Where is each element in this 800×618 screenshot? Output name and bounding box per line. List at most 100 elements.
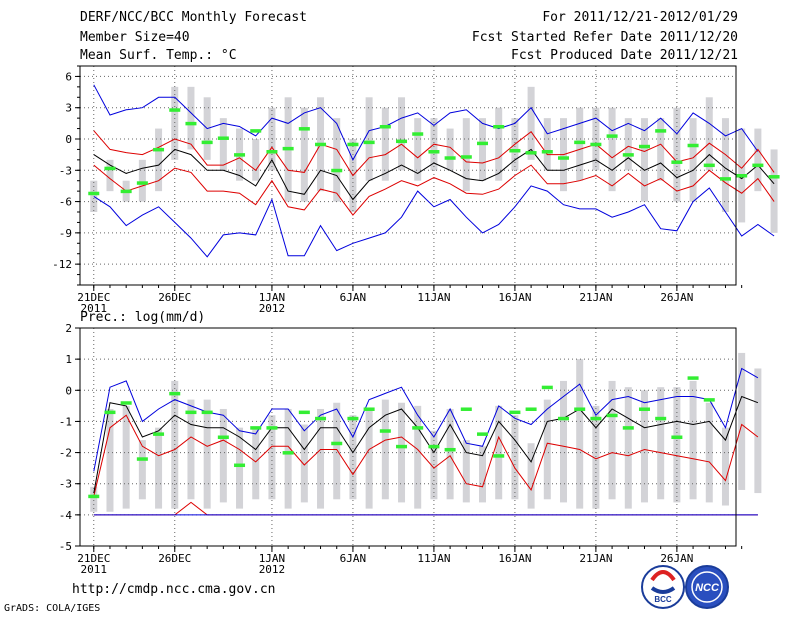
panel2-frame [79, 327, 737, 547]
footer-url[interactable]: http://cmdp.ncc.cma.gov.cn [72, 582, 276, 597]
panel1-spread-bar [576, 107, 584, 181]
panel1-observed-mark [120, 189, 132, 194]
temp-panel-label: Mean Surf. Temp.: °C [80, 48, 237, 63]
panel1-observed-mark [88, 191, 100, 196]
panel1-spread-bar [414, 118, 422, 181]
panel1-spread-bar [90, 180, 98, 212]
panel2-observed-mark [266, 426, 278, 430]
panel2-observed-mark [687, 376, 699, 380]
panel2-observed-mark [557, 416, 569, 421]
panel2-observed-mark [136, 457, 148, 461]
panel1-spread-bar [527, 86, 535, 160]
panel1-spread-bar [479, 118, 487, 181]
panel1-spread-bar [705, 97, 713, 171]
panel1-observed-mark [541, 150, 553, 154]
panel1-spread-bar [365, 97, 373, 181]
panel2-ytick-label: -5 [59, 540, 72, 553]
panel1-ytick-label: 6 [65, 70, 72, 83]
panel2-observed-mark [250, 426, 262, 430]
panel2-observed-mark [525, 407, 537, 411]
panel1-observed-mark [282, 146, 294, 151]
prec-panel-label: Prec.: log(mm/d) [80, 310, 206, 325]
panel2-spread-bar [317, 408, 325, 509]
panel1-observed-mark [509, 148, 521, 153]
panel2-spread-bar [365, 408, 373, 509]
panel1-spread-bar [462, 118, 470, 192]
panel1-observed-mark [671, 160, 683, 164]
panel2-ytick-label: 0 [65, 384, 72, 397]
panel2-spread-bar [608, 380, 616, 500]
panel1-ytick-label: -12 [52, 258, 72, 271]
panel1-ytick-label: -9 [59, 227, 72, 240]
panel2-observed-mark [606, 413, 618, 418]
panel1-observed-mark [752, 163, 764, 168]
panel1-series-max [93, 84, 759, 162]
panel2-spread-bar [187, 399, 195, 500]
panel1-xtick-year: 2012 [259, 302, 286, 315]
panel2-observed-mark [201, 410, 213, 415]
panel1-observed-mark [525, 151, 537, 155]
panel2-xtick-label: 1JAN [259, 552, 286, 565]
panel1-xtick-label: 21DEC [77, 291, 110, 304]
panel1-spread-bar [155, 128, 163, 192]
panel1-observed-mark [379, 124, 391, 129]
panel2-observed-mark [104, 410, 116, 415]
panel2-spread-bar [689, 380, 697, 500]
title-line-1: DERF/NCC/BCC Monthly Forecast [80, 10, 307, 25]
panel1-observed-mark [557, 156, 569, 160]
panel2-ytick-label: -4 [59, 509, 73, 522]
panel1-series-lower [93, 164, 775, 216]
panel2-spread-bar [138, 440, 146, 500]
panel1-observed-mark [606, 134, 618, 138]
panel1-observed-mark [185, 121, 197, 126]
panel2-xtick-label: 16JAN [498, 552, 531, 565]
panel1-spread-bar [657, 118, 665, 181]
panel1-spread-bar [219, 118, 227, 171]
panel1-ytick-label: 0 [65, 133, 72, 146]
panel1-observed-mark [574, 140, 586, 145]
panel2-spread-bar [640, 390, 648, 503]
panel1-ytick-label: -3 [59, 164, 72, 177]
panel1-observed-mark [201, 140, 213, 145]
fcst-produced-date: Fcst Produced Date 2011/12/21 [511, 48, 738, 63]
panel2-observed-mark [638, 407, 650, 411]
panel1-observed-mark [217, 136, 229, 140]
panel2-observed-mark [428, 444, 440, 449]
panel2-spread-bar [284, 408, 292, 509]
panel2-ytick-label: -3 [59, 478, 72, 491]
panel1-spread-bar [721, 118, 729, 212]
panel1-observed-mark [234, 153, 246, 157]
panel1-observed-mark [736, 174, 748, 178]
panel1-observed-mark [428, 150, 440, 154]
panel2-spread-bar [430, 430, 438, 500]
panel2-spread-bar [559, 380, 567, 503]
grads-credit: GrADS: COLA/IGES [4, 603, 101, 614]
panel2-spread-bar [592, 405, 600, 509]
panel2-spread-bar [657, 387, 665, 500]
panel2-observed-mark [509, 410, 521, 415]
panel1-observed-mark [622, 153, 634, 157]
panel2-observed-mark [460, 407, 472, 411]
panel2-series-lower [93, 501, 758, 516]
panel2-observed-mark [217, 435, 229, 439]
panel2-observed-mark [703, 398, 715, 402]
panel1-observed-mark [460, 155, 472, 159]
panel2-spread-bar [106, 408, 114, 512]
panel2-series-mean [93, 395, 759, 494]
panel1-xtick-label: 11JAN [417, 291, 450, 304]
panel1-observed-mark [590, 142, 602, 147]
panel2-observed-mark [622, 426, 634, 430]
panel2-observed-mark [493, 454, 505, 458]
panel1-spread-bar [138, 159, 146, 202]
panel2-spread-bar [268, 415, 276, 500]
panel2-observed-mark [412, 426, 424, 430]
panel2-spread-bar [122, 405, 130, 509]
panel2-xtick-label: 21JAN [579, 552, 612, 565]
panel2-spread-bar [414, 405, 422, 509]
forecast-period: For 2011/12/21-2012/01/29 [542, 10, 738, 25]
panel2-spread-bar [381, 399, 389, 500]
panel2-observed-mark [234, 463, 246, 468]
panel2-spread-bar [252, 427, 260, 500]
panel1-spread-bar [300, 107, 308, 202]
panel2-observed-mark [282, 451, 294, 455]
